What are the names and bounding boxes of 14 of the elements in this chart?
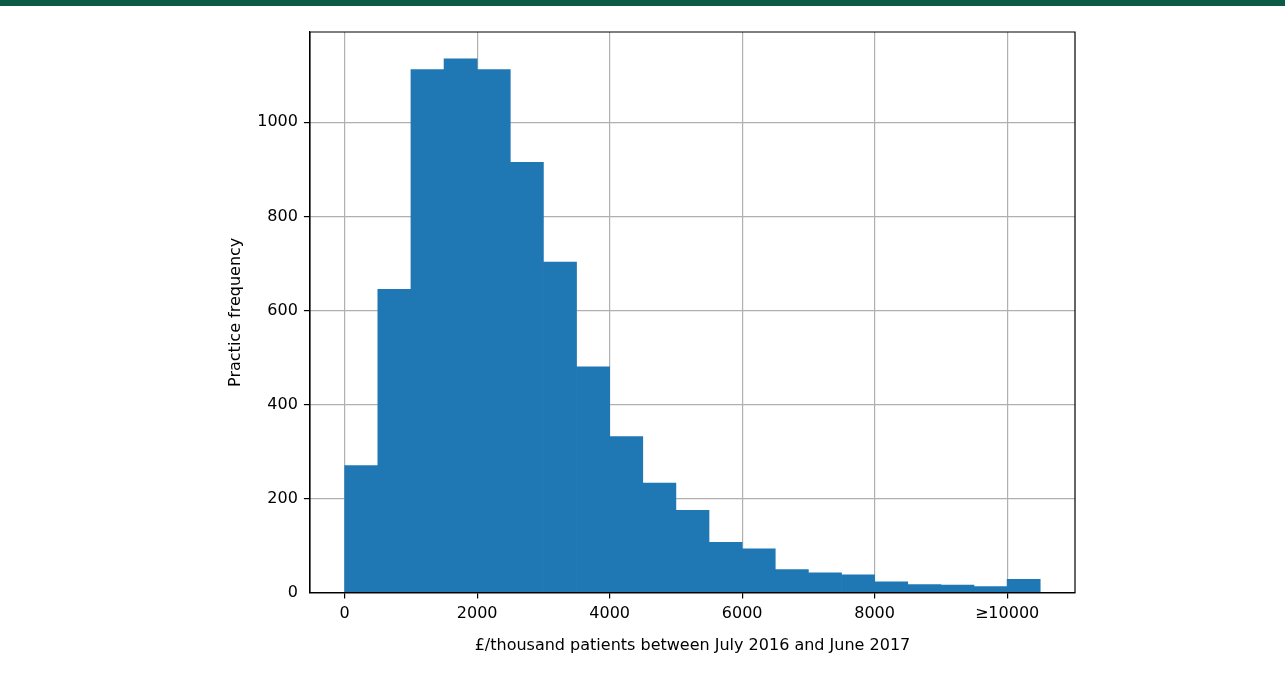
x-tick-label: 4000 (589, 603, 631, 623)
y-tick-label: 600 (267, 299, 298, 319)
x-tick-label: 2000 (456, 603, 498, 623)
x-tick-label: 0 (339, 603, 350, 623)
y-tick-label: 200 (267, 487, 298, 507)
x-tick-label: 6000 (721, 603, 763, 623)
x-tick-label: 8000 (854, 603, 895, 623)
y-axis-title: Practice frequency (224, 237, 244, 387)
y-tick-label: 800 (267, 205, 298, 225)
x-axis-title: £/thousand patients between July 2016 and June 2017 (474, 634, 911, 654)
y-tick-label: 0 (287, 581, 298, 601)
y-tick-label: 400 (267, 393, 298, 413)
y-tick-label: 1000 (257, 111, 298, 131)
x-tick-label: ≥10000 (974, 603, 1040, 623)
